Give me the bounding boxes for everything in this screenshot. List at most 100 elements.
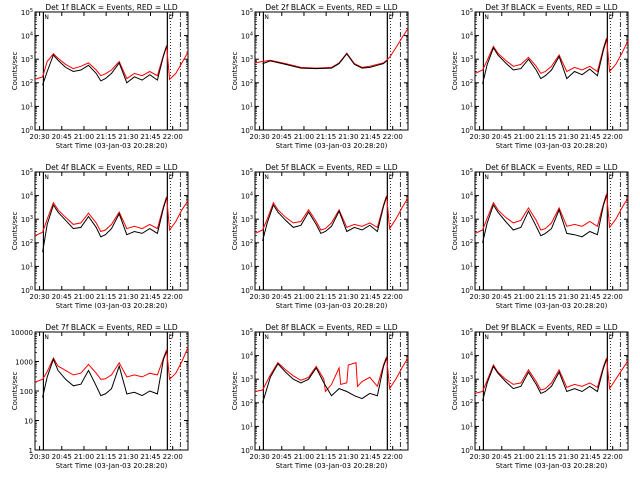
y-tick-label: 101 — [241, 422, 253, 431]
y-tick-label: 102 — [21, 239, 33, 248]
x-tick-label: 20:30 — [29, 133, 49, 141]
panel-det-7: 1 10 100 1000 10000 20:30 20:45 21:00 21:15 21:30… — [11, 323, 189, 470]
marker-label: D — [168, 14, 173, 21]
y-tick-label-exponent: 2 — [250, 79, 253, 85]
series-line-events-black — [482, 39, 608, 85]
y-tick-label-base: 10 — [21, 240, 30, 248]
x-tick-label: 21:45 — [360, 453, 380, 461]
y-tick-label-base: 10 — [21, 216, 30, 224]
y-tick-label: 102 — [241, 239, 253, 248]
x-tick-label: 20:30 — [249, 133, 269, 141]
y-tick-label-base: 10 — [461, 56, 470, 64]
y-tick-label: 104 — [241, 352, 253, 361]
x-tick-label: 22:00 — [163, 293, 183, 301]
x-tick-label: 22:00 — [163, 453, 183, 461]
x-axis-label: Start Time (03-Jan-03 20:28:20) — [496, 142, 608, 150]
series-line-events-black — [42, 351, 168, 398]
y-axis-label: Counts/sec — [11, 212, 19, 251]
y-tick-label: 100 — [461, 126, 473, 135]
y-tick-label-base: 10 — [241, 447, 250, 455]
y-tick-label-base: 10 — [241, 169, 250, 177]
y-tick-label-exponent: 4 — [30, 32, 33, 38]
x-tick-label: 21:45 — [360, 133, 380, 141]
y-tick-label-base: 10 — [21, 9, 30, 17]
y-tick-label: 100 — [20, 388, 33, 396]
x-tick-label: 21:45 — [140, 453, 160, 461]
x-axis-label: Start Time (03-Jan-03 20:28:20) — [56, 302, 168, 310]
y-tick-label: 105 — [21, 8, 33, 17]
y-tick-label: 100 — [241, 126, 253, 135]
y-tick-label: 101 — [241, 102, 253, 111]
y-tick-label: 104 — [461, 192, 473, 201]
plot-frame — [254, 331, 409, 451]
y-tick-label: 10 — [24, 418, 33, 426]
y-tick-label-exponent: 1 — [30, 262, 33, 268]
x-tick-label: 21:30 — [118, 293, 138, 301]
y-tick-label: 102 — [461, 399, 473, 408]
chart-title: Det 1f BLACK = Events, RED = LLD — [45, 3, 178, 12]
y-tick-label-base: 10 — [241, 376, 250, 384]
y-tick-label-exponent: 5 — [30, 168, 33, 174]
y-tick-label-base: 10 — [461, 127, 470, 135]
y-tick-label-base: 10 — [21, 263, 30, 271]
y-tick-label-exponent: 1 — [470, 262, 473, 268]
y-tick-label: 102 — [461, 239, 473, 248]
y-tick-label: 103 — [241, 375, 253, 384]
marker-label: D — [608, 334, 613, 341]
series-line-events-black — [42, 197, 168, 253]
y-tick-label-base: 10 — [21, 80, 30, 88]
y-tick-label: 103 — [241, 215, 253, 224]
marker-label: D — [388, 14, 393, 21]
x-tick-label: 21:00 — [74, 453, 94, 461]
y-tick-label-exponent: 4 — [250, 192, 253, 198]
y-tick-label-base: 10 — [461, 33, 470, 41]
plot-frame — [34, 171, 189, 291]
x-tick-label: 21:45 — [580, 133, 600, 141]
y-tick-label: 101 — [241, 262, 253, 271]
x-tick-label: 20:45 — [52, 453, 72, 461]
chart-title: Det 2f BLACK = Events, RED = LLD — [265, 3, 398, 12]
y-tick-label: 100 — [461, 286, 473, 295]
marker-label: N — [484, 334, 489, 341]
y-tick-label-base: 10 — [461, 193, 470, 201]
x-tick-label: 21:00 — [514, 133, 534, 141]
marker-label: D — [168, 174, 173, 181]
y-tick-label-exponent: 3 — [470, 55, 473, 61]
x-tick-label: 21:30 — [118, 133, 138, 141]
y-tick-label-exponent: 4 — [470, 192, 473, 198]
marker-label: D — [388, 174, 393, 181]
y-tick-label-exponent: 2 — [470, 79, 473, 85]
x-axis-label: Start Time (03-Jan-03 20:28:20) — [276, 302, 388, 310]
y-tick-label-exponent: 3 — [250, 375, 253, 381]
y-tick-label-base: 10 — [461, 169, 470, 177]
y-tick-label-base: 10 — [241, 216, 250, 224]
x-tick-label: 20:45 — [272, 453, 292, 461]
y-tick-label-exponent: 5 — [470, 328, 473, 334]
chart-title: Det 8f BLACK = Events, RED = LLD — [265, 323, 398, 332]
y-tick-label: 102 — [241, 79, 253, 88]
series-line-lld-red — [34, 45, 189, 81]
y-tick-label: 101 — [461, 422, 473, 431]
x-tick-label: 21:00 — [514, 293, 534, 301]
y-tick-label: 100 — [241, 446, 253, 455]
y-tick-label-base: 10 — [461, 240, 470, 248]
y-tick-label-exponent: 3 — [30, 55, 33, 61]
y-tick-label-exponent: 2 — [470, 239, 473, 245]
y-tick-label-base: 10 — [241, 127, 250, 135]
y-tick-label: 101 — [461, 262, 473, 271]
plot-frame — [34, 11, 189, 131]
x-tick-label: 21:30 — [118, 453, 138, 461]
y-tick-label-exponent: 5 — [250, 8, 253, 14]
y-tick-label-exponent: 0 — [470, 446, 473, 452]
y-tick-label-base: 10 — [21, 56, 30, 64]
y-tick-label: 103 — [461, 375, 473, 384]
x-tick-label: 21:15 — [316, 453, 336, 461]
marker-label: N — [44, 174, 49, 181]
x-tick-label: 21:45 — [360, 293, 380, 301]
y-tick-label-exponent: 0 — [250, 446, 253, 452]
marker-label: D — [388, 334, 393, 341]
x-tick-label: 21:00 — [74, 133, 94, 141]
